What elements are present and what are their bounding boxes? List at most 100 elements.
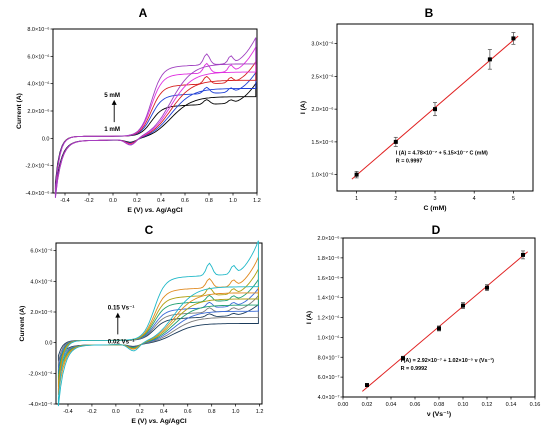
cv-chart-concentration: -0.4 -0.2 0.0 0.2 0.4 0.6 0.8 1.0 1.2 -4.0×10⁻⁶ -2… [16, 26, 261, 214]
cv-curve-A-5 [54, 37, 257, 198]
fit-line-D [361, 251, 529, 392]
cv-curve-C-7 [57, 240, 259, 407]
y-tick-label-A: -2.0×10⁻⁶ [26, 163, 50, 170]
cv-curve-A-2 [54, 71, 257, 193]
y-tick-label-B: 2.5×10⁻⁶ [311, 73, 333, 80]
x-tick-label-A: -0.2 [84, 198, 93, 204]
x-axis-label-D: ν (Vs⁻¹) [427, 411, 451, 418]
data-point-B [511, 36, 516, 41]
x-tick-label-B: 4 [473, 196, 476, 202]
y-axis-label-B: I (A) [300, 101, 307, 114]
data-point-D [521, 252, 525, 257]
x-tick-label-A: 0.2 [133, 198, 141, 204]
cv-chart-scan-rate: -0.4 -0.2 0.0 0.2 0.4 0.6 0.8 1.0 1.2 -4.0×10⁻⁶ -2… [19, 240, 264, 425]
data-point-D [461, 303, 465, 308]
x-tick-label-B: 2 [394, 196, 397, 202]
x-axis-label-A: E (V) vs. Ag/AgCl [127, 207, 182, 214]
calibration-chart-concentration: 1 2 3 4 5 1.0×10⁻⁶ 1.5×10⁻⁶ 2.0×10⁻⁶ 2.5×10⁻⁶ 3.0… [300, 23, 534, 212]
panel-label-b: B [425, 6, 434, 20]
x-tick-label-D: 0.04 [386, 402, 397, 408]
plot-frame-D [342, 237, 536, 398]
fit-equation-D: I (A) = 2.92×10⁻⁷ + 1.02×10⁻⁵ ν (Vs⁻¹) [401, 358, 495, 364]
fit-r-value-B: R = 0.9997 [396, 158, 423, 164]
cv-curve-C-4 [57, 277, 259, 381]
x-tick-label-A: 0.4 [157, 198, 165, 204]
y-tick-label-D: 1.4×10⁻⁶ [317, 295, 339, 302]
y-tick-label-A: 2.0×10⁻⁶ [27, 108, 49, 115]
y-tick-label-D: 4.0×10⁻⁷ [318, 394, 340, 401]
arrow-head-A [111, 99, 117, 105]
data-point-B [393, 139, 398, 144]
fit-r-value-D: R = 0.9992 [401, 366, 428, 372]
x-tick-label-D: 0.08 [434, 402, 445, 408]
y-tick-label-D: 1.8×10⁻⁶ [317, 255, 339, 262]
panel-label-a: A [139, 6, 148, 20]
x-tick-label-A: 0.8 [205, 198, 213, 204]
y-tick-label-B: 2.0×10⁻⁶ [311, 106, 333, 113]
data-point-D [485, 285, 489, 290]
annotation-bottom-C: 0.02 Vs⁻¹ [108, 338, 135, 345]
x-tick-label-D: 0.06 [410, 402, 421, 408]
data-point-D [365, 383, 369, 388]
x-tick-label-C: 0.0 [112, 409, 120, 415]
x-tick-label-A: -0.4 [60, 198, 69, 204]
y-tick-label-D: 1.0×10⁻⁶ [317, 334, 339, 341]
cv-curve-A-3 [54, 60, 257, 195]
x-tick-label-D: 0.14 [506, 402, 517, 408]
cv-curve-C-3 [57, 286, 259, 375]
x-tick-label-A: 0.0 [109, 198, 117, 204]
y-tick-label-C: 4.0×10⁻⁶ [30, 278, 52, 285]
y-tick-label-D: 1.2×10⁻⁶ [317, 315, 339, 322]
x-tick-label-D: 0.10 [458, 402, 469, 408]
y-tick-label-C: 0.0 [45, 341, 53, 347]
y-tick-label-C: -2.0×10⁻⁶ [29, 370, 53, 377]
x-tick-label-B: 3 [433, 196, 436, 202]
x-tick-label-A: 1.0 [229, 198, 237, 204]
cv-curve-A-4 [54, 46, 257, 198]
x-tick-label-D: 0.12 [482, 402, 493, 408]
x-tick-label-C: 0.4 [160, 409, 168, 415]
y-tick-label-A: 4.0×10⁻⁶ [27, 81, 49, 88]
data-point-B [487, 57, 492, 62]
x-tick-label-B: 1 [355, 196, 358, 202]
x-tick-label-D: 0.02 [362, 402, 373, 408]
y-tick-label-D: 2.0×10⁻⁶ [317, 235, 339, 242]
x-tick-label-B: 5 [512, 196, 515, 202]
x-tick-label-D: 0.16 [530, 402, 541, 408]
y-tick-label-C: 6.0×10⁻⁶ [30, 248, 52, 255]
y-axis-label-A: Current (A) [16, 93, 23, 129]
y-tick-label-A: 6.0×10⁻⁶ [27, 53, 49, 60]
x-axis-label-B: C (mM) [423, 205, 446, 212]
data-point-B [354, 172, 359, 177]
y-tick-label-A: 8.0×10⁻⁶ [27, 26, 49, 33]
data-point-D [401, 356, 405, 361]
y-axis-label-C: Current (A) [19, 306, 26, 342]
y-tick-label-C: -4.0×10⁻⁶ [29, 401, 53, 408]
x-tick-label-C: 1.0 [232, 409, 240, 415]
arrow-head-C [115, 312, 121, 318]
annotation-bottom-A: 1 mM [104, 126, 120, 133]
x-axis-label-C: E (V) vs. Ag/AgCl [131, 418, 186, 425]
y-tick-label-B: 1.5×10⁻⁶ [311, 139, 333, 146]
panel-label-d: D [432, 223, 441, 237]
x-tick-label-C: 1.2 [256, 409, 264, 415]
x-tick-label-D: 0.00 [338, 402, 349, 408]
fit-equation-B: I (A) = 4.78×10⁻⁷ + 5.15×10⁻⁷ C (mM) [396, 150, 488, 156]
plot-frame-A [52, 28, 258, 194]
y-tick-label-D: 1.6×10⁻⁶ [317, 275, 339, 282]
data-point-B [433, 107, 437, 112]
y-axis-label-D: I (A) [306, 311, 313, 324]
annotation-top-A: 5 mM [104, 92, 120, 99]
y-tick-label-B: 1.0×10⁻⁶ [311, 172, 333, 179]
y-tick-label-D: 6.0×10⁻⁷ [318, 374, 340, 381]
x-tick-label-A: 0.6 [181, 198, 189, 204]
x-tick-label-C: 0.8 [208, 409, 216, 415]
x-tick-label-C: -0.4 [63, 409, 72, 415]
data-point-D [437, 326, 441, 331]
x-tick-label-C: 0.6 [184, 409, 192, 415]
calibration-chart-scan-rate: 0.00 0.02 0.04 0.06 0.08 0.10 0.12 0.14 0.16 4.0×… [306, 235, 540, 418]
y-tick-label-D: 8.0×10⁻⁷ [318, 354, 340, 361]
panel-label-c: C [145, 223, 154, 237]
x-tick-label-C: -0.2 [87, 409, 96, 415]
